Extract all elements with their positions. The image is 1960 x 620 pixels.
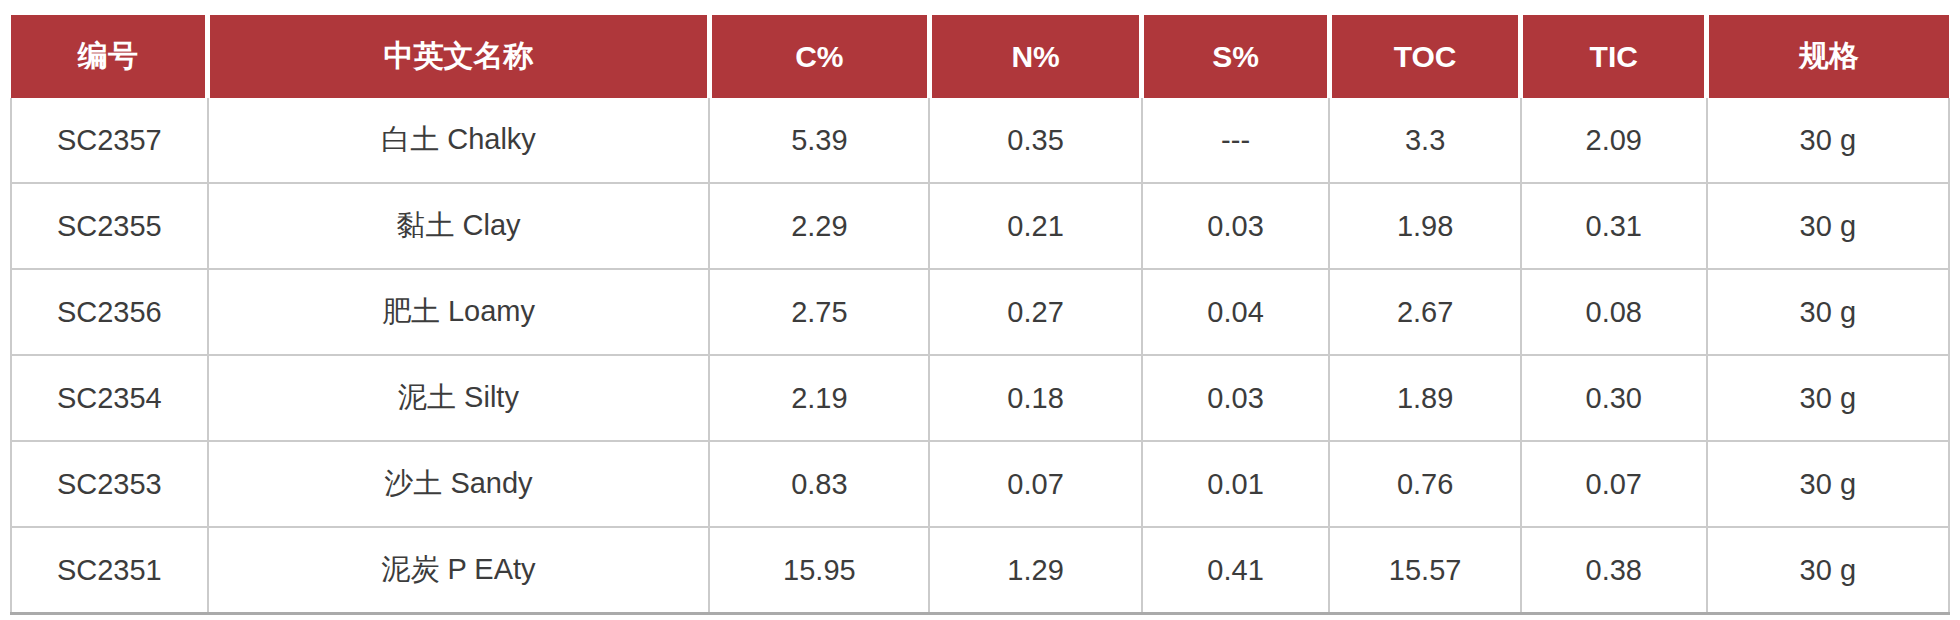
cell-name: 泥炭 P EAty (208, 527, 710, 614)
column-header-toc: TOC (1329, 15, 1520, 98)
table-row: SC2357白土 Chalky5.390.35---3.32.0930 g (11, 98, 1949, 183)
cell-s-percent: 0.01 (1142, 441, 1330, 527)
column-header-id: 编号 (11, 15, 208, 98)
column-header-c-percent: C% (709, 15, 929, 98)
cell-name: 肥土 Loamy (208, 269, 710, 355)
table-row: SC2354泥土 Silty2.190.180.031.890.3030 g (11, 355, 1949, 441)
cell-toc: 2.67 (1329, 269, 1520, 355)
cell-id: SC2355 (11, 183, 208, 269)
table-row: SC2353沙土 Sandy0.830.070.010.760.0730 g (11, 441, 1949, 527)
cell-toc: 0.76 (1329, 441, 1520, 527)
cell-id: SC2356 (11, 269, 208, 355)
cell-name: 白土 Chalky (208, 98, 710, 183)
cell-s-percent: 0.41 (1142, 527, 1330, 614)
cell-spec: 30 g (1707, 269, 1949, 355)
cell-s-percent: 0.04 (1142, 269, 1330, 355)
cell-id: SC2357 (11, 98, 208, 183)
cell-tic: 0.08 (1521, 269, 1707, 355)
cell-name: 黏土 Clay (208, 183, 710, 269)
cell-spec: 30 g (1707, 183, 1949, 269)
cell-spec: 30 g (1707, 527, 1949, 614)
cell-c-percent: 2.19 (709, 355, 929, 441)
column-header-n-percent: N% (929, 15, 1141, 98)
cell-c-percent: 5.39 (709, 98, 929, 183)
cell-n-percent: 0.21 (929, 183, 1141, 269)
cell-tic: 0.38 (1521, 527, 1707, 614)
cell-tic: 2.09 (1521, 98, 1707, 183)
cell-c-percent: 2.75 (709, 269, 929, 355)
cell-n-percent: 0.07 (929, 441, 1141, 527)
column-header-name: 中英文名称 (208, 15, 710, 98)
cell-n-percent: 0.35 (929, 98, 1141, 183)
cell-tic: 0.30 (1521, 355, 1707, 441)
table-body: SC2357白土 Chalky5.390.35---3.32.0930 gSC2… (11, 98, 1949, 614)
table-header: 编号中英文名称C%N%S%TOCTIC规格 (11, 15, 1949, 98)
column-header-s-percent: S% (1142, 15, 1330, 98)
table-row: SC2356肥土 Loamy2.750.270.042.670.0830 g (11, 269, 1949, 355)
cell-n-percent: 0.27 (929, 269, 1141, 355)
cell-toc: 15.57 (1329, 527, 1520, 614)
cell-spec: 30 g (1707, 441, 1949, 527)
cell-toc: 1.98 (1329, 183, 1520, 269)
cell-c-percent: 2.29 (709, 183, 929, 269)
cell-s-percent: 0.03 (1142, 183, 1330, 269)
table-row: SC2355黏土 Clay2.290.210.031.980.3130 g (11, 183, 1949, 269)
cell-tic: 0.31 (1521, 183, 1707, 269)
cell-spec: 30 g (1707, 98, 1949, 183)
cell-id: SC2354 (11, 355, 208, 441)
soil-standards-table: 编号中英文名称C%N%S%TOCTIC规格 SC2357白土 Chalky5.3… (10, 15, 1950, 615)
soil-standards-table-container: 编号中英文名称C%N%S%TOCTIC规格 SC2357白土 Chalky5.3… (10, 15, 1950, 615)
cell-toc: 3.3 (1329, 98, 1520, 183)
cell-s-percent: 0.03 (1142, 355, 1330, 441)
cell-id: SC2351 (11, 527, 208, 614)
column-header-spec: 规格 (1707, 15, 1949, 98)
cell-s-percent: --- (1142, 98, 1330, 183)
cell-name: 沙土 Sandy (208, 441, 710, 527)
cell-c-percent: 15.95 (709, 527, 929, 614)
cell-toc: 1.89 (1329, 355, 1520, 441)
cell-n-percent: 0.18 (929, 355, 1141, 441)
cell-c-percent: 0.83 (709, 441, 929, 527)
cell-spec: 30 g (1707, 355, 1949, 441)
column-header-tic: TIC (1521, 15, 1707, 98)
cell-tic: 0.07 (1521, 441, 1707, 527)
table-row: SC2351泥炭 P EAty15.951.290.4115.570.3830 … (11, 527, 1949, 614)
cell-name: 泥土 Silty (208, 355, 710, 441)
header-row: 编号中英文名称C%N%S%TOCTIC规格 (11, 15, 1949, 98)
cell-id: SC2353 (11, 441, 208, 527)
cell-n-percent: 1.29 (929, 527, 1141, 614)
